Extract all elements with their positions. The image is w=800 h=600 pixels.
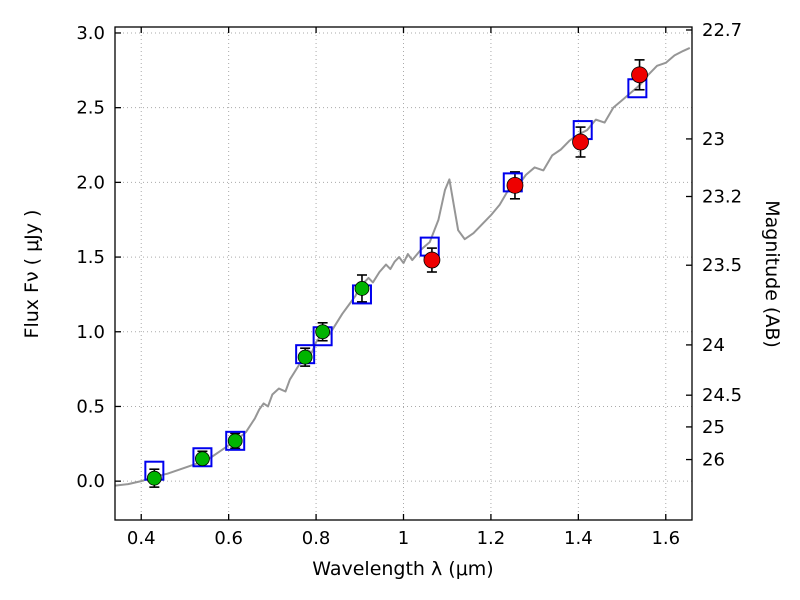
observed-optical-marker (195, 451, 210, 467)
observed-optical-marker (297, 349, 313, 365)
x-tick-label: 1.2 (477, 528, 506, 549)
plot-border (114, 26, 693, 521)
x-tick-label: 0.8 (302, 528, 331, 549)
right-tick-label: 24.5 (702, 385, 742, 406)
y-tick-label: 2.5 (76, 98, 105, 119)
right-tick-label: 23.2 (702, 186, 742, 207)
right-tick-label: 26 (702, 450, 725, 471)
observed-nir-marker (631, 66, 648, 84)
observed-optical-marker (146, 470, 162, 486)
y-axis-label-right: Magnitude (AB) (761, 200, 783, 348)
y-tick-label: 0.5 (76, 396, 105, 417)
observed-optical-marker (315, 324, 331, 340)
y-tick-label: 1.0 (76, 322, 105, 343)
observed-optical-marker (227, 433, 243, 449)
right-tick-label: 23.5 (702, 255, 742, 276)
y-tick-label: 2.0 (76, 172, 105, 193)
x-tick-label: 1.6 (651, 528, 680, 549)
right-tick-label: 24 (702, 335, 725, 356)
model-photometry-marker (192, 447, 213, 468)
observed-nir-marker (572, 133, 589, 151)
y-axis-label-left: Flux Fν ( μJy ) (21, 209, 43, 339)
model-photometry-marker (225, 430, 246, 451)
y-tick-label: 1.5 (76, 247, 105, 268)
x-tick-label: 1 (398, 528, 409, 549)
y-tick-label: 0.0 (76, 471, 105, 492)
y-tick-label: 3.0 (76, 23, 105, 44)
observed-nir-marker (423, 251, 441, 269)
right-tick-label: 22.7 (702, 20, 742, 41)
x-tick-label: 0.6 (214, 528, 243, 549)
x-tick-label: 0.4 (127, 528, 156, 549)
right-tick-label: 25 (702, 417, 725, 438)
spectrum-line (114, 47, 691, 487)
observed-optical-marker (354, 281, 370, 296)
observed-nir-marker (506, 176, 524, 194)
right-tick-label: 23 (702, 129, 725, 150)
x-axis-label: Wavelength λ (μm) (312, 558, 494, 580)
x-tick-label: 1.4 (564, 528, 593, 549)
